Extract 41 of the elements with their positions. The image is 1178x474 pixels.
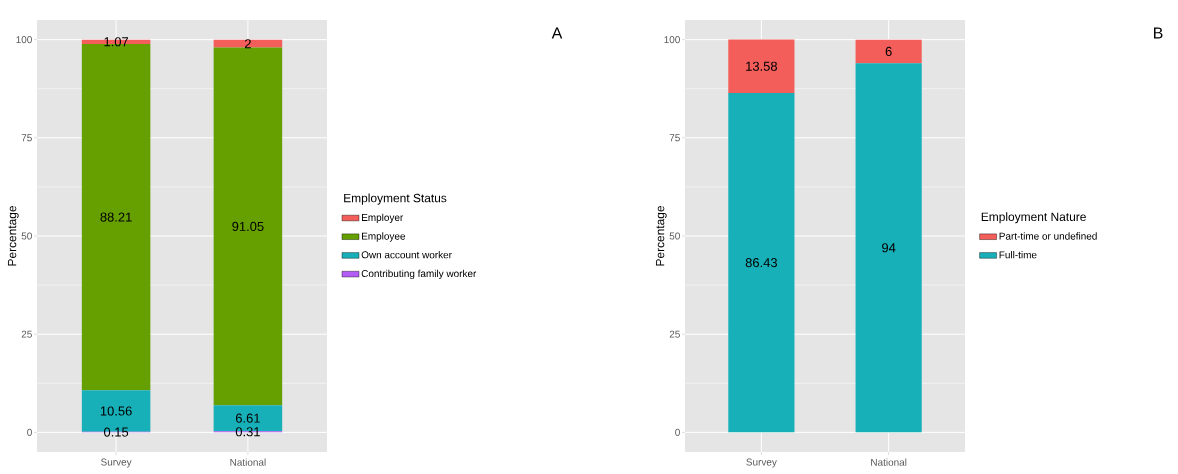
legend-label: Full-time [999, 251, 1037, 259]
data-label: 2 [244, 39, 251, 49]
x-tick-label: Survey [746, 458, 777, 468]
text: A [551, 27, 563, 39]
legend-label: Employer [362, 213, 404, 223]
data-label: 86.43 [745, 258, 778, 268]
bar [855, 63, 922, 433]
bar [213, 47, 283, 406]
y-tick-label: 0 [675, 428, 680, 436]
data-label: 6.61 [235, 413, 260, 423]
legend-title: Employment Nature [981, 212, 1086, 224]
legend-label: Own account worker [361, 251, 452, 259]
legend-label: Part-time or undefined [999, 232, 1097, 240]
bar [728, 39, 795, 93]
y-tick-label: 25 [669, 330, 680, 338]
bar [855, 39, 922, 64]
text: B [1154, 27, 1163, 39]
legend-label: Employee [362, 232, 406, 242]
bar [728, 92, 795, 433]
legend-title: Employment Status [344, 193, 447, 205]
x-tick-label: Survey [101, 458, 132, 468]
y-axis-title: Percentage [7, 205, 19, 266]
y-tick-label: 50 [669, 232, 680, 240]
y-tick-label: 100 [16, 36, 32, 44]
y-tick-label: 75 [669, 134, 680, 142]
y-tick-label: 25 [21, 330, 32, 338]
y-tick-label: 0 [27, 428, 32, 436]
data-label: 13.58 [746, 61, 778, 71]
y-tick-label: 75 [21, 134, 32, 142]
bar [213, 39, 283, 48]
y-tick-label: 50 [21, 232, 32, 240]
y-axis-title: Percentage [655, 205, 667, 266]
x-tick-label: National [230, 458, 266, 466]
data-label: 91.05 [232, 221, 264, 231]
data-label: 88.21 [100, 212, 132, 222]
x-tick-label: National [871, 458, 907, 466]
legend-label: Contributing family worker [361, 269, 477, 280]
data-label: 10.56 [100, 406, 132, 416]
data-label: 94 [882, 243, 896, 253]
y-tick-label: 100 [664, 36, 680, 44]
data-label: 6 [885, 46, 892, 56]
